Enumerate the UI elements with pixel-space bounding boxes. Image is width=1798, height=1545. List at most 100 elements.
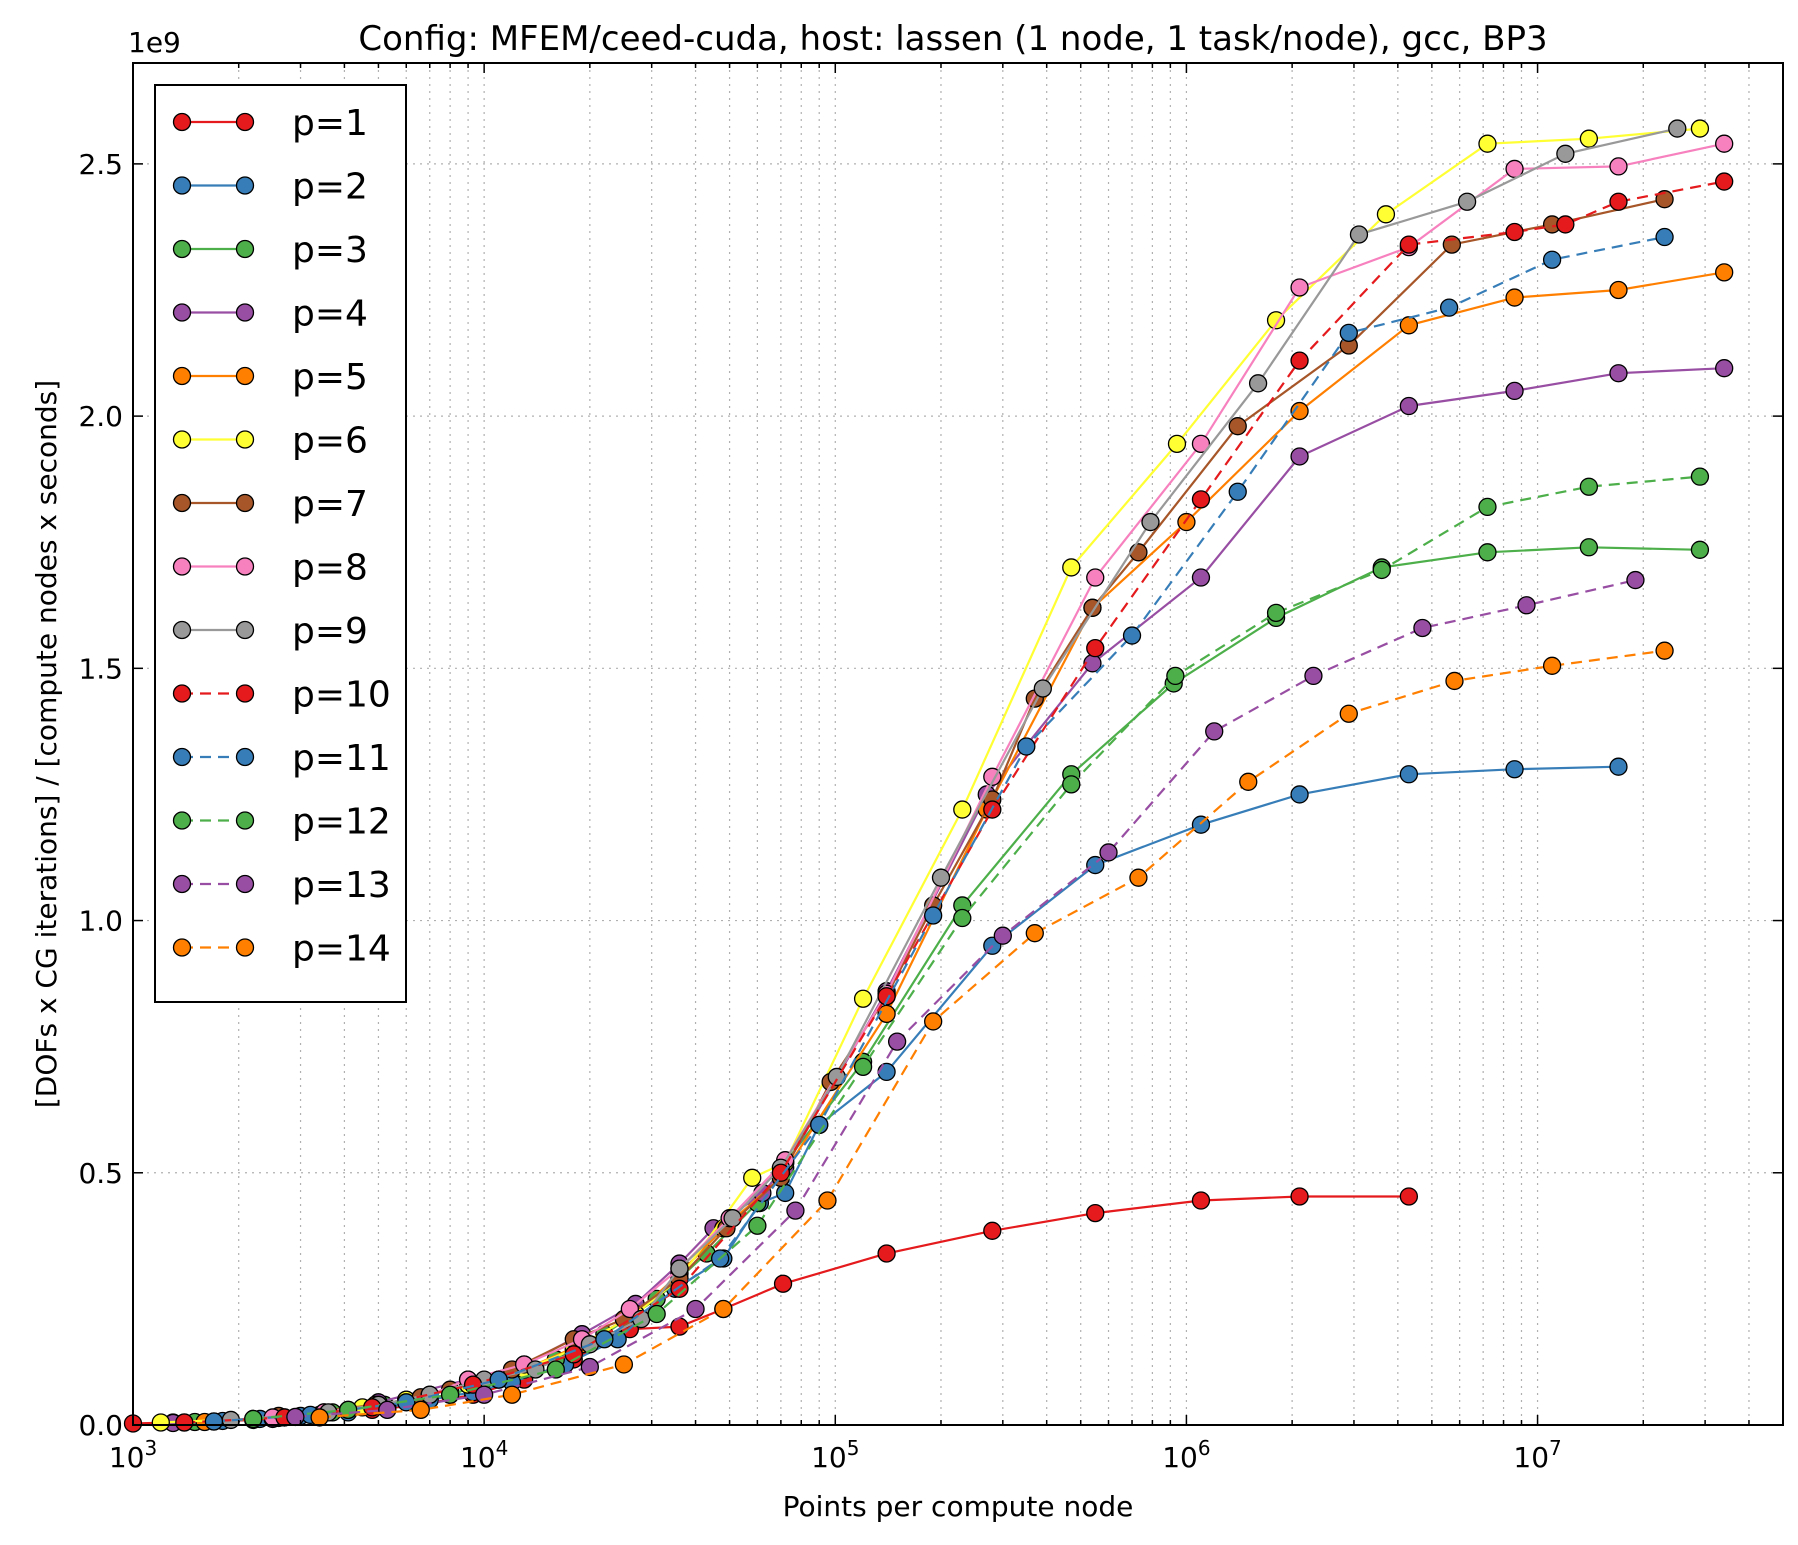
legend-marker bbox=[235, 430, 255, 449]
data-point bbox=[1191, 490, 1211, 509]
data-point bbox=[1542, 250, 1562, 269]
data-point bbox=[877, 1004, 896, 1024]
data-point bbox=[1579, 129, 1599, 148]
legend-entry: p=6 bbox=[172, 421, 368, 462]
data-point bbox=[953, 800, 972, 819]
data-point bbox=[339, 1400, 358, 1420]
legend-entry: p=4 bbox=[172, 294, 368, 335]
data-point bbox=[993, 926, 1012, 945]
data-point bbox=[151, 1413, 170, 1432]
legend-marker bbox=[172, 493, 192, 513]
data-point bbox=[853, 989, 873, 1008]
data-point bbox=[877, 1244, 896, 1263]
y-tick-label: 2.0 bbox=[78, 400, 123, 433]
legend-marker bbox=[235, 239, 255, 259]
data-point bbox=[614, 1355, 634, 1374]
legend-entry: p=13 bbox=[172, 865, 391, 906]
legend-marker bbox=[172, 938, 192, 957]
legend-entry: p=3 bbox=[172, 230, 368, 271]
data-point bbox=[924, 1012, 943, 1031]
data-point bbox=[1457, 192, 1477, 211]
data-point bbox=[1086, 639, 1105, 658]
data-point bbox=[1177, 512, 1196, 532]
data-point bbox=[502, 1385, 522, 1404]
data-point bbox=[1399, 396, 1419, 416]
data-point bbox=[1191, 434, 1211, 454]
y-tick-label: 0.5 bbox=[78, 1157, 123, 1190]
data-point bbox=[620, 1299, 640, 1319]
data-point bbox=[286, 1407, 305, 1427]
data-point bbox=[1399, 765, 1419, 784]
legend-marker bbox=[235, 747, 255, 767]
series-line bbox=[319, 649, 1665, 1419]
data-point bbox=[1129, 868, 1148, 887]
data-point bbox=[1445, 671, 1464, 691]
data-point bbox=[931, 868, 951, 887]
y-tick-label: 2.5 bbox=[78, 148, 123, 181]
data-point bbox=[1349, 225, 1369, 244]
data-point bbox=[953, 908, 972, 928]
data-point bbox=[1690, 467, 1710, 486]
legend-marker bbox=[235, 684, 255, 703]
data-point bbox=[411, 1400, 430, 1420]
legend-entry: p=14 bbox=[172, 929, 391, 970]
data-point bbox=[1099, 843, 1118, 862]
data-point bbox=[1478, 543, 1497, 562]
data-point bbox=[1086, 1203, 1105, 1223]
legend-label: p=8 bbox=[292, 548, 368, 589]
data-point bbox=[310, 1408, 329, 1427]
legend-marker bbox=[172, 811, 192, 830]
data-point bbox=[1413, 618, 1432, 638]
data-point bbox=[1478, 134, 1497, 153]
data-point bbox=[877, 987, 896, 1006]
chart-title: Config: MFEM/ceed-cuda, host: lassen (1 … bbox=[358, 19, 1547, 59]
data-point bbox=[1542, 656, 1562, 675]
data-point bbox=[1715, 172, 1734, 191]
legend-label: p=7 bbox=[292, 484, 368, 525]
data-point bbox=[670, 1279, 689, 1298]
legend-label: p=12 bbox=[292, 802, 391, 843]
y-axis-label: [DOFs x CG iterations] / [compute nodes … bbox=[30, 380, 63, 1108]
data-point bbox=[1129, 543, 1148, 562]
data-point bbox=[1478, 497, 1497, 517]
data-point bbox=[670, 1259, 689, 1278]
data-point bbox=[877, 1062, 896, 1082]
data-point bbox=[1122, 626, 1142, 645]
data-point bbox=[983, 1221, 1002, 1240]
data-point bbox=[1086, 568, 1105, 587]
data-point bbox=[1266, 311, 1286, 330]
series-line bbox=[213, 235, 1665, 1423]
legend-label: p=14 bbox=[292, 929, 391, 970]
data-point bbox=[595, 1330, 614, 1349]
legend-entry: p=1 bbox=[172, 103, 368, 144]
legend-marker bbox=[235, 938, 255, 957]
legend-label: p=10 bbox=[292, 675, 391, 716]
data-point bbox=[771, 1163, 791, 1182]
data-point bbox=[204, 1412, 224, 1431]
plot-frame bbox=[132, 62, 1784, 1426]
legend-label: p=13 bbox=[292, 865, 391, 906]
x-axis-label: Points per compute node bbox=[783, 1490, 1134, 1523]
series-layer bbox=[123, 119, 1734, 1433]
legend-marker bbox=[235, 874, 255, 894]
y-tick-label: 1.0 bbox=[78, 905, 123, 938]
data-point bbox=[1439, 298, 1459, 317]
data-point bbox=[1017, 737, 1036, 756]
data-point bbox=[1290, 351, 1309, 370]
data-point bbox=[1372, 560, 1391, 580]
data-point bbox=[773, 1274, 793, 1293]
y-offset-label: 1e9 bbox=[128, 26, 181, 59]
data-point bbox=[1290, 785, 1309, 804]
data-point bbox=[853, 1057, 873, 1076]
legend-marker bbox=[172, 303, 192, 322]
data-point bbox=[1505, 381, 1524, 401]
data-point bbox=[546, 1360, 565, 1379]
data-point bbox=[1399, 316, 1419, 335]
data-point bbox=[1191, 1191, 1211, 1210]
data-point bbox=[714, 1299, 733, 1319]
data-point bbox=[723, 1209, 742, 1228]
data-point bbox=[1626, 570, 1645, 590]
legend-marker bbox=[235, 620, 255, 640]
legend-entry: p=9 bbox=[172, 611, 368, 652]
